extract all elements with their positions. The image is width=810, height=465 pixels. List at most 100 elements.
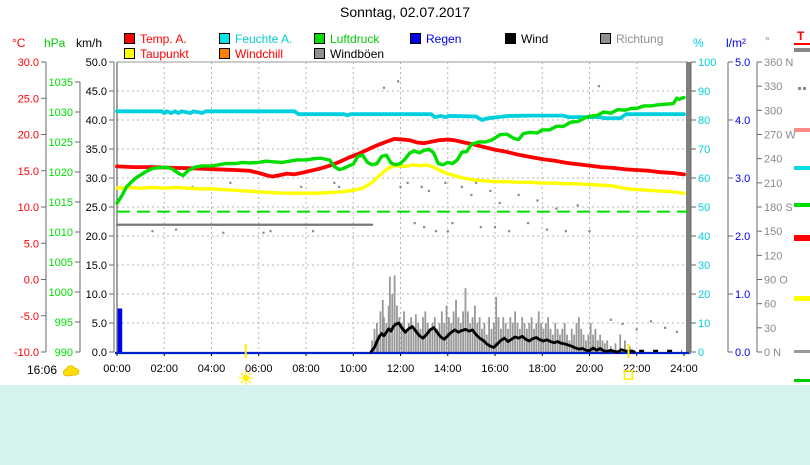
edge-line-fragment — [794, 350, 810, 353]
richtung-dot — [333, 181, 336, 184]
axis-label-pct: 40 — [698, 231, 710, 243]
legend-item-windchill: Windchill — [219, 47, 283, 61]
plot-right-border — [686, 62, 691, 354]
axis-header-pct: % — [693, 36, 704, 50]
axis-label-kmh: 20.0 — [86, 231, 107, 243]
richtung-dot — [382, 86, 386, 89]
legend-swatch-temp — [124, 33, 135, 44]
richtung-dot — [498, 201, 501, 205]
richtung-dot — [269, 230, 272, 233]
axis-label-hpa: 1000 — [49, 287, 73, 299]
axis-label-temp: 30.0 — [18, 57, 39, 69]
richtung-dot — [545, 228, 549, 231]
time-label: 18:00 — [528, 363, 556, 375]
time-label: 10:00 — [339, 363, 367, 375]
axis-label-hpa: 1015 — [49, 197, 73, 209]
edge-line-fragment — [794, 128, 810, 132]
richtung-dot — [460, 185, 464, 188]
richtung-dot — [664, 326, 667, 329]
legend-label: Taupunkt — [140, 46, 189, 61]
series-feuchte — [115, 109, 686, 122]
sunset-icon — [623, 370, 634, 380]
next-panel-title-fragment: T — [797, 29, 805, 43]
axis-label-deg: 60 — [764, 299, 776, 311]
richtung-dot — [576, 204, 579, 207]
axis-header-deg: ° — [765, 34, 770, 48]
legend-item-wind: Wind — [505, 32, 548, 46]
axis-label-kmh: 35.0 — [86, 144, 107, 156]
richtung-dot — [311, 230, 315, 233]
axis-label-pct: 10 — [698, 318, 710, 330]
legend-swatch-windchill — [219, 48, 230, 59]
time-label: 24:00 — [670, 363, 698, 375]
axis-label-deg: 90 O — [764, 275, 788, 287]
legend-swatch-feuchte — [219, 33, 230, 44]
axis-label-deg: 120 — [764, 250, 782, 262]
axis-label-kmh: 10.0 — [86, 289, 107, 301]
richtung-dot — [609, 318, 612, 321]
edge-line-fragment — [794, 379, 810, 382]
time-label: 16:00 — [481, 363, 509, 375]
axis-label-pct: 70 — [698, 144, 710, 156]
axis-label-temp: 20.0 — [18, 130, 39, 142]
axis-label-hpa: 1010 — [49, 227, 73, 239]
richtung-dot — [451, 222, 454, 225]
legend-item-windboen: Windböen — [314, 47, 384, 61]
weather-cloud-icon — [63, 365, 80, 377]
axis-label-temp: 5.0 — [24, 238, 39, 250]
richtung-dot — [517, 193, 520, 197]
edge-line-fragment — [794, 166, 810, 170]
axis-label-kmh: 15.0 — [86, 260, 107, 272]
axis-label-pct: 30 — [698, 260, 710, 272]
richtung-dot — [470, 193, 473, 197]
edge-dot-fragment — [798, 87, 801, 90]
axis-label-deg: 330 — [764, 81, 782, 93]
time-label: 12:00 — [387, 363, 415, 375]
axis-label-temp: -5.0 — [20, 311, 39, 323]
series-wind — [369, 321, 636, 354]
richtung-dot — [526, 222, 530, 225]
axis-label-deg: 30 — [764, 323, 776, 335]
time-label: 04:00 — [198, 363, 226, 375]
axis-label-lm2: 2.0 — [735, 231, 750, 243]
richtung-dot — [413, 222, 416, 225]
richtung-dot — [300, 185, 303, 188]
series-temp — [115, 136, 686, 179]
legend-swatch-taupunkt — [124, 48, 135, 59]
axis-label-lm2: 4.0 — [735, 115, 750, 127]
axis-label-kmh: 40.0 — [86, 115, 107, 127]
richtung-dot — [597, 85, 601, 88]
richtung-dot — [229, 181, 232, 184]
richtung-dot — [406, 181, 409, 184]
axis-label-temp: 25.0 — [18, 93, 39, 105]
axis-label-deg: 180 S — [764, 202, 793, 214]
richtung-dot — [621, 322, 624, 325]
richtung-dot — [588, 230, 591, 233]
edge-line-fragment — [794, 296, 810, 301]
time-label: 00:00 — [103, 363, 131, 375]
axis-label-lm2: 5.0 — [735, 57, 750, 69]
time-label: 14:00 — [434, 363, 462, 375]
legend-item-temp: Temp. A. — [124, 32, 187, 46]
axis-label-temp: 0.0 — [24, 275, 39, 287]
axis-label-deg: 360 N — [764, 57, 793, 69]
edge-line-fragment — [794, 48, 810, 52]
legend-item-regen: Regen — [410, 32, 461, 46]
richtung-dot — [475, 181, 478, 184]
axis-label-pct: 60 — [698, 173, 710, 185]
sunrise-icon — [238, 371, 253, 385]
richtung-dot — [151, 230, 154, 233]
richtung-dot — [479, 226, 482, 229]
axis-header-hpa: hPa — [44, 36, 66, 50]
page-title: Sonntag, 02.07.2017 — [339, 4, 470, 20]
legend-swatch-windboen — [314, 48, 325, 59]
axis-label-deg: 270 W — [764, 130, 796, 142]
richtung-dot — [262, 231, 265, 234]
axis-label-pct: 100 — [698, 57, 716, 69]
time-label: 02:00 — [150, 363, 178, 375]
legend-item-richtung: Richtung — [600, 32, 663, 46]
axis-label-hpa: 990 — [55, 347, 73, 359]
edge-line-fragment — [794, 203, 810, 207]
